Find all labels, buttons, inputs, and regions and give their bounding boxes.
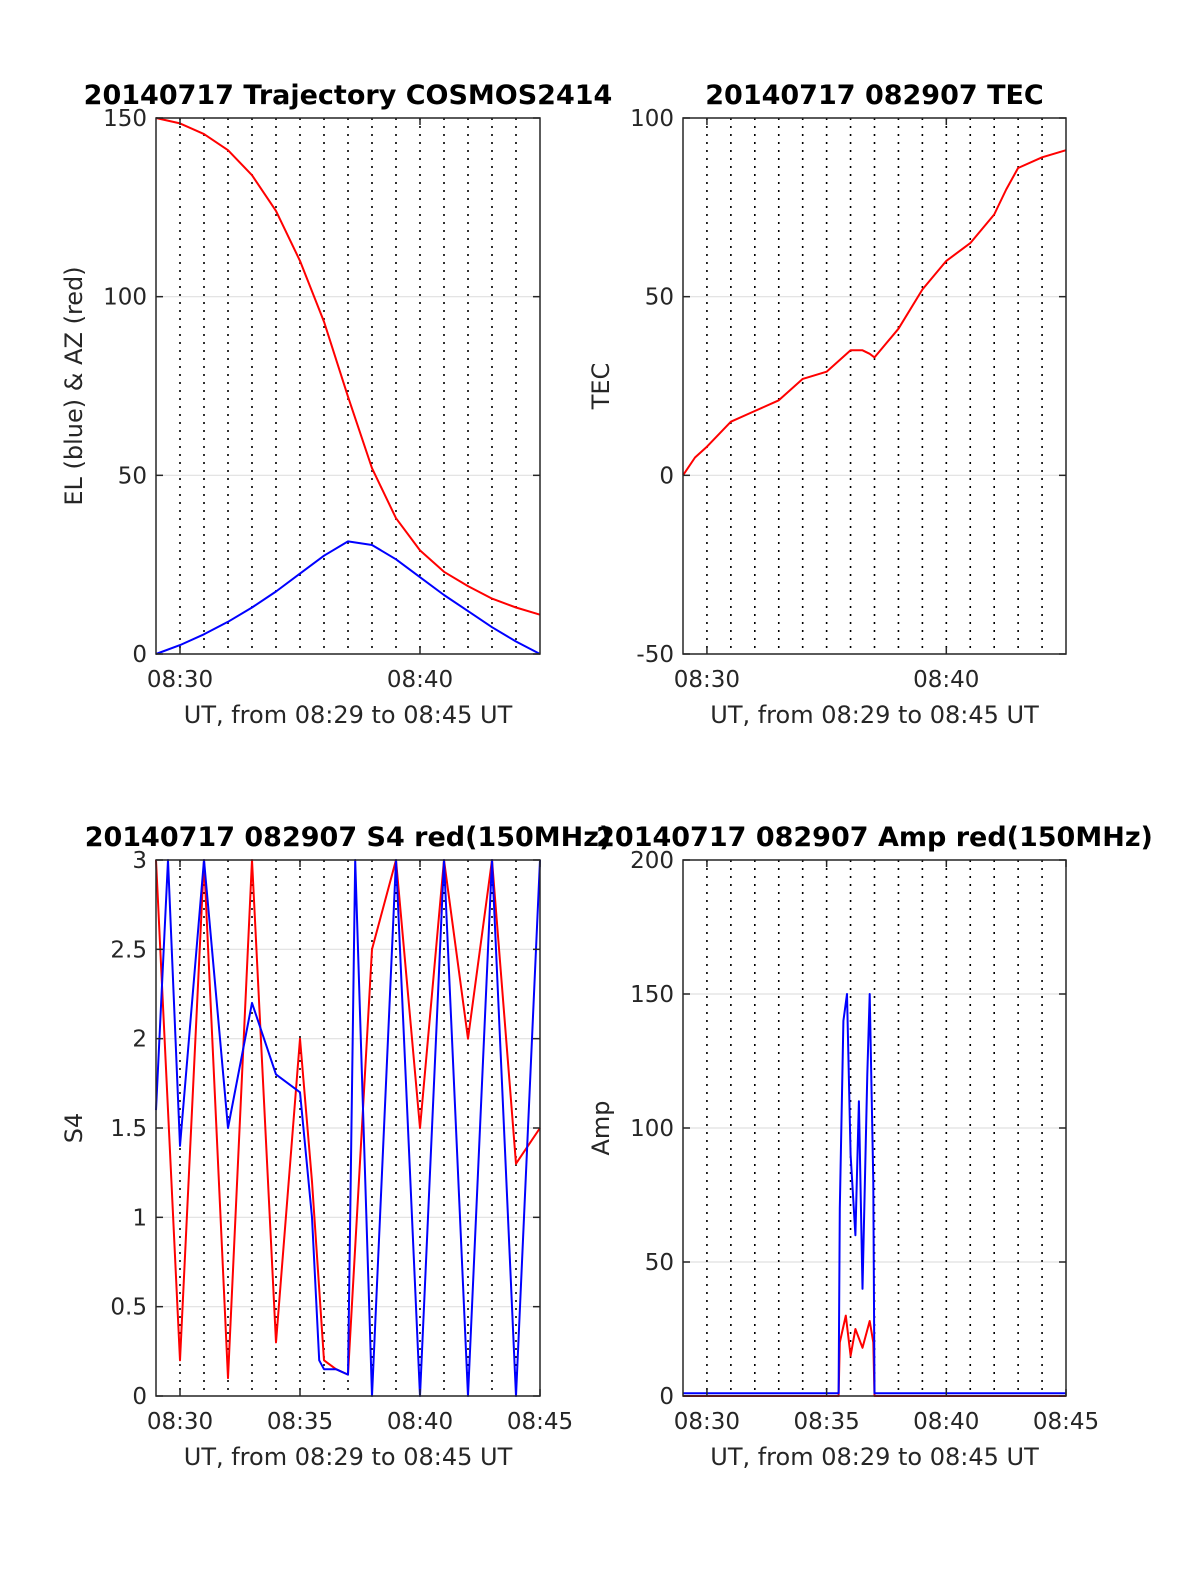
- x-tick-label: 08:45: [1033, 1409, 1099, 1435]
- x-tick-label: 08:40: [387, 667, 453, 693]
- y-tick-label: 0: [132, 1384, 147, 1410]
- y-tick-label: 50: [645, 1250, 674, 1276]
- x-axis-label: UT, from 08:29 to 08:45 UT: [710, 1443, 1039, 1471]
- x-tick-label: 08:35: [267, 1409, 333, 1435]
- y-tick-label: 0: [659, 463, 674, 489]
- x-tick-label: 08:45: [507, 1409, 573, 1435]
- chart-title: 20140717 082907 TEC: [705, 80, 1044, 111]
- y-tick-label: 0.5: [110, 1295, 147, 1321]
- x-axis-label: UT, from 08:29 to 08:45 UT: [710, 701, 1039, 729]
- y-axis-label: Amp: [587, 1100, 615, 1155]
- chart-title: 20140717 082907 Amp red(150MHz): [596, 822, 1153, 853]
- chart-title: 20140717 Trajectory COSMOS2414: [84, 80, 613, 111]
- y-tick-label: 50: [118, 463, 147, 489]
- y-tick-label: 150: [103, 106, 147, 132]
- y-axis-label: TEC: [587, 363, 615, 411]
- y-tick-label: 50: [645, 285, 674, 311]
- y-tick-label: 150: [630, 982, 674, 1008]
- y-tick-label: 1: [132, 1205, 147, 1231]
- x-axis-label: UT, from 08:29 to 08:45 UT: [184, 701, 513, 729]
- y-axis-label: S4: [60, 1113, 88, 1144]
- chart-title: 20140717 082907 S4 red(150MHz): [85, 822, 612, 853]
- plot-frame: [682, 117, 1067, 655]
- x-tick-label: 08:40: [387, 1409, 453, 1435]
- y-tick-label: 100: [630, 106, 674, 132]
- x-tick-label: 08:40: [913, 1409, 979, 1435]
- y-tick-label: 2: [132, 1027, 147, 1053]
- x-tick-label: 08:30: [674, 1409, 740, 1435]
- series-line-2: [683, 993, 1066, 1395]
- series-line-1: [155, 117, 541, 616]
- chart-panel-4: 08:30 08:35 08:40 08:45 0 50 100 150 20020140717…: [587, 822, 1153, 1471]
- series-line-1: [682, 149, 1067, 476]
- y-tick-label: 2.5: [110, 937, 147, 963]
- y-tick-label: 200: [630, 848, 674, 874]
- y-axis-label: EL (blue) & AZ (red): [60, 266, 88, 505]
- y-tick-label: 100: [630, 1116, 674, 1142]
- chart-panel-2: 08:30 08:40 -50 0 50 100 20140717 082907 TEC UT…: [587, 80, 1067, 729]
- series-line-2: [155, 540, 541, 655]
- y-tick-label: 1.5: [110, 1116, 147, 1142]
- y-tick-label: 0: [132, 642, 147, 668]
- plot-frame: [155, 117, 541, 655]
- chart-panel-3: 08:30 08:35 08:40 08:45 0 0.5 1 1.5 2 2.5 32014071…: [60, 822, 611, 1471]
- x-tick-label: 08:30: [147, 667, 213, 693]
- x-tick-label: 08:35: [793, 1409, 859, 1435]
- x-tick-label: 08:30: [147, 1409, 213, 1435]
- y-tick-label: 100: [103, 285, 147, 311]
- x-axis-label: UT, from 08:29 to 08:45 UT: [184, 1443, 513, 1471]
- series-line-2: [155, 859, 541, 1397]
- y-tick-label: -50: [636, 642, 674, 668]
- x-tick-label: 08:40: [913, 667, 979, 693]
- y-tick-label: 0: [659, 1384, 674, 1410]
- y-tick-label: 3: [132, 848, 147, 874]
- x-tick-label: 08:30: [674, 667, 740, 693]
